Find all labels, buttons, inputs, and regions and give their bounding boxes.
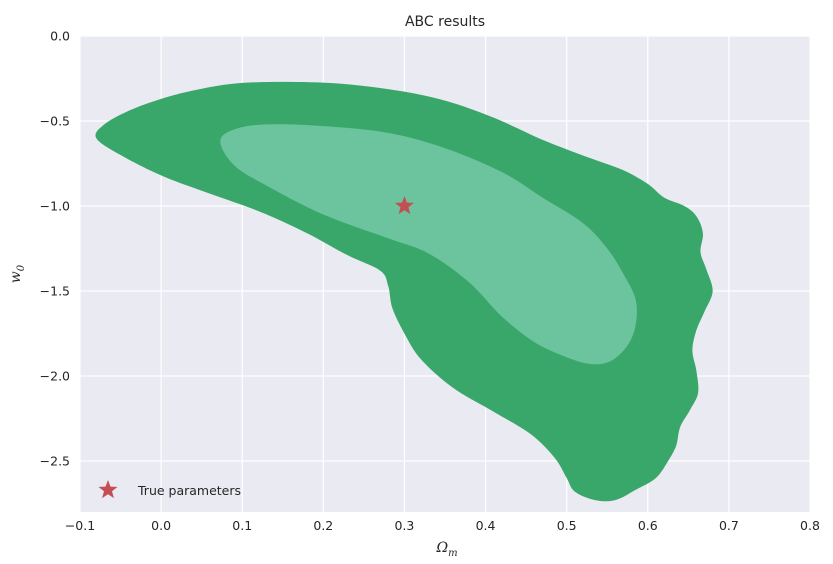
x-tick-labels: −0.1 0.0 0.1 0.2 0.3 0.4 0.5 0.6 0.7 0.8 xyxy=(65,518,820,533)
x-tick-label: 0.1 xyxy=(232,518,252,533)
y-tick-label: −0.5 xyxy=(40,114,70,129)
y-axis-label: w0 xyxy=(8,264,27,283)
x-tick-label: 0.0 xyxy=(151,518,171,533)
x-tick-label: 0.6 xyxy=(638,518,658,533)
legend: True parameters xyxy=(98,480,241,499)
x-axis-label-subscript: m xyxy=(448,548,457,559)
x-tick-label: −0.1 xyxy=(65,518,95,533)
legend-label-true-parameters: True parameters xyxy=(137,483,241,498)
legend-star-marker xyxy=(98,480,118,499)
y-axis-label-main: w xyxy=(8,271,24,283)
contour-regions xyxy=(95,81,713,502)
y-axis-label-subscript: 0 xyxy=(16,264,27,271)
y-tick-label: −2.0 xyxy=(40,369,70,384)
data-markers xyxy=(394,196,414,215)
y-tick-label: −2.5 xyxy=(40,454,70,469)
x-tick-label: 0.4 xyxy=(476,518,496,533)
x-axis-label: Ωm xyxy=(435,540,457,559)
y-tick-label: −1.0 xyxy=(40,199,70,214)
x-tick-label: 0.8 xyxy=(800,518,820,533)
x-tick-label: 0.2 xyxy=(313,518,333,533)
y-tick-label: 0.0 xyxy=(50,29,70,44)
chart-title: ABC results xyxy=(405,14,485,30)
x-tick-label: 0.7 xyxy=(719,518,739,533)
x-tick-label: 0.3 xyxy=(394,518,414,533)
y-tick-label: −1.5 xyxy=(40,284,70,299)
x-tick-label: 0.5 xyxy=(557,518,577,533)
x-axis-label-main: Ω xyxy=(435,540,448,556)
contour-region-inner xyxy=(220,124,637,365)
contour-region-outer xyxy=(95,81,713,502)
y-tick-labels: 0.0 −0.5 −1.0 −1.5 −2.0 −2.5 xyxy=(40,29,70,469)
true-parameters-star-marker xyxy=(394,196,414,215)
